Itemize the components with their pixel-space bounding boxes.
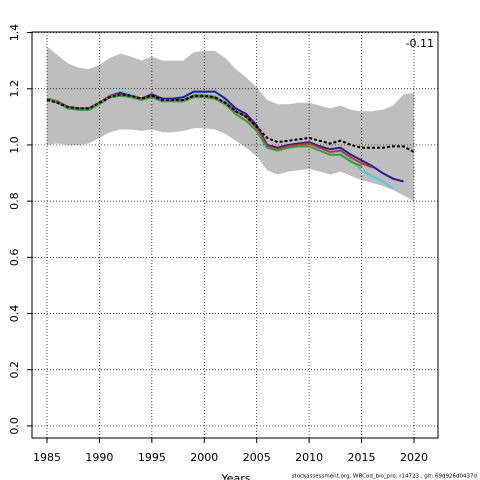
y-tick-label: 0.8 [8, 192, 21, 210]
y-tick-label: 0.4 [8, 305, 21, 323]
series-line [46, 93, 415, 153]
y-tick-label: 0.6 [8, 249, 21, 267]
x-tick-label: 2010 [295, 451, 323, 464]
confidence-band [46, 46, 414, 202]
y-tick-label: 1.4 [8, 24, 21, 42]
plot-frame [31, 31, 439, 439]
x-tick-label: 2020 [400, 451, 428, 464]
x-tick-label: 1985 [33, 451, 61, 464]
y-tick-label: 1.2 [8, 80, 21, 98]
y-tick-label: 0.0 [8, 417, 21, 435]
series-line [46, 94, 362, 167]
x-tick-label: 1990 [85, 451, 113, 464]
y-tick-label: 1.0 [8, 136, 21, 154]
annotation: -0.11 [406, 37, 434, 50]
x-tick-label: 2000 [190, 451, 218, 464]
x-tick-label: 2015 [348, 451, 376, 464]
x-tick-label: 2005 [243, 451, 271, 464]
x-tick-label: 1995 [138, 451, 166, 464]
y-tick-label: 0.2 [8, 361, 21, 379]
x-axis-label: Years [220, 472, 250, 480]
footer: stockassessment.org, WBCod_bio_pro, r147… [292, 474, 477, 480]
